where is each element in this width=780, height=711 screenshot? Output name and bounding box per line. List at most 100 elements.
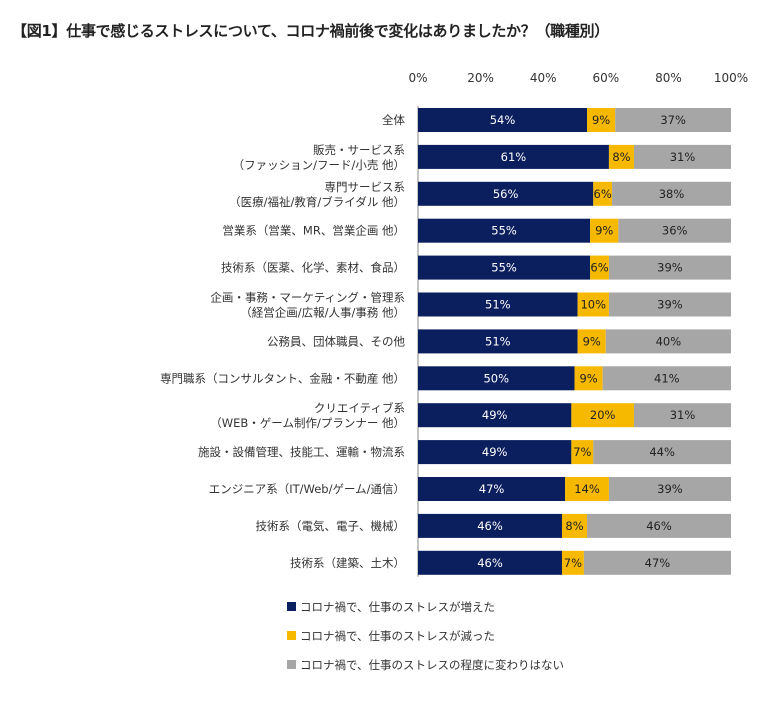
category-label: 技術系（電気、電子、機械） xyxy=(256,519,406,533)
category-label: 企画・事務・マーケティング・管理系 xyxy=(210,291,405,305)
data-label: 7% xyxy=(564,556,582,570)
data-label: 39% xyxy=(657,261,683,275)
data-label: 54% xyxy=(490,113,516,127)
bar-segment xyxy=(590,255,609,280)
data-label: 50% xyxy=(483,371,509,385)
bar-segment xyxy=(418,292,578,317)
bar-segment xyxy=(418,550,562,575)
bar-segment xyxy=(633,144,731,169)
legend-swatch xyxy=(287,602,296,611)
data-label: 37% xyxy=(660,113,686,127)
category-label: （経営企画/広報/人事/事務 他） xyxy=(240,306,405,320)
data-label: 55% xyxy=(491,261,517,275)
x-tick-label: 80% xyxy=(655,71,682,85)
bar-segment xyxy=(561,513,588,538)
data-label: 51% xyxy=(485,334,511,348)
data-label: 40% xyxy=(656,334,682,348)
category-label: 技術系（医薬、化学、素材、食品） xyxy=(221,261,405,275)
data-label: 38% xyxy=(659,187,685,201)
data-label: 61% xyxy=(501,150,527,164)
bar-segment xyxy=(608,144,634,169)
data-label: 55% xyxy=(491,224,517,238)
legend-label: コロナ禍で、仕事のストレスが増えた xyxy=(300,600,495,614)
category-label: 全体 xyxy=(382,113,405,127)
bar-segment xyxy=(633,403,731,428)
data-label: 49% xyxy=(482,445,508,459)
category-label: クリエイティブ系 xyxy=(314,401,405,415)
bar-segment xyxy=(615,108,731,132)
data-label: 36% xyxy=(662,224,688,238)
data-label: 8% xyxy=(565,519,583,533)
category-label: （医療/福祉/教育/ブライダル 他） xyxy=(229,195,405,209)
category-label: 専門サービス系 xyxy=(325,180,406,194)
x-tick-label: 0% xyxy=(408,71,427,85)
bar-segment xyxy=(565,477,609,501)
data-label: 9% xyxy=(592,113,610,127)
bar-segment xyxy=(418,403,572,428)
chart-title: 【図1】仕事で感じるストレスについて、コロナ禍前後で変化はありましたか？（職種別… xyxy=(12,22,609,40)
data-label: 49% xyxy=(482,408,508,422)
data-label: 31% xyxy=(670,150,696,164)
category-label: 専門職系（コンサルタント、金融・不動産 他） xyxy=(160,371,405,385)
data-label: 51% xyxy=(485,298,511,312)
category-label: （WEB・ゲーム制作/プランナー 他） xyxy=(210,416,405,430)
data-label: 39% xyxy=(657,298,683,312)
bar-segment xyxy=(418,513,562,538)
data-label: 46% xyxy=(477,519,503,533)
data-label: 44% xyxy=(649,445,675,459)
bar-segment xyxy=(561,550,584,575)
bar-segment xyxy=(418,181,594,206)
bar-segment xyxy=(602,366,731,391)
data-label: 6% xyxy=(594,187,612,201)
data-label: 6% xyxy=(590,261,608,275)
bar-segment xyxy=(593,181,613,206)
x-tick-label: 100% xyxy=(714,71,748,85)
bar-segment xyxy=(418,255,591,280)
category-label: 公務員、団体職員、その他 xyxy=(267,334,405,348)
x-tick-label: 40% xyxy=(530,71,557,85)
bar-segment xyxy=(587,108,616,132)
bar-segment xyxy=(605,329,731,354)
data-label: 9% xyxy=(595,224,613,238)
bar-segment xyxy=(608,255,731,280)
x-tick-label: 20% xyxy=(467,71,494,85)
data-label: 14% xyxy=(574,482,600,496)
category-label: 営業系（営業、MR、営業企画 他） xyxy=(222,224,405,238)
x-tick-label: 60% xyxy=(592,71,619,85)
data-label: 47% xyxy=(645,556,671,570)
data-label: 20% xyxy=(590,408,616,422)
bar-segment xyxy=(608,292,731,317)
data-label: 46% xyxy=(477,556,503,570)
data-label: 9% xyxy=(583,334,601,348)
category-label: エンジニア系（IT/Web/ゲーム/通信） xyxy=(209,482,405,496)
bar-segment xyxy=(418,477,566,501)
bar-segment xyxy=(571,403,634,428)
bar-segment xyxy=(577,292,609,317)
legend-label: コロナ禍で、仕事のストレスが減った xyxy=(300,629,495,643)
bar-segment xyxy=(418,329,578,354)
bar-segment xyxy=(587,513,731,538)
legend-label: コロナ禍で、仕事のストレスの程度に変わりはない xyxy=(300,658,564,672)
category-label: 施設・設備管理、技能工、運輸・物流系 xyxy=(198,445,405,459)
bar-segment xyxy=(583,550,731,575)
bar-segment xyxy=(418,108,588,132)
data-label: 10% xyxy=(580,298,606,312)
data-label: 46% xyxy=(646,519,672,533)
data-label: 41% xyxy=(654,371,680,385)
bar-segment xyxy=(418,144,609,169)
category-label: 技術系（建築、土木） xyxy=(290,556,405,570)
data-label: 7% xyxy=(573,445,591,459)
data-label: 31% xyxy=(670,408,696,422)
bar-segment xyxy=(612,181,731,206)
bar-segment xyxy=(608,477,731,501)
bar-segment xyxy=(574,366,603,391)
data-label: 8% xyxy=(612,150,630,164)
bar-segment xyxy=(418,366,575,391)
bar-segment xyxy=(418,440,572,465)
data-label: 56% xyxy=(493,187,519,201)
category-label: 販売・サービス系 xyxy=(313,143,405,157)
legend-swatch xyxy=(287,631,296,640)
bar-segment xyxy=(593,440,731,465)
